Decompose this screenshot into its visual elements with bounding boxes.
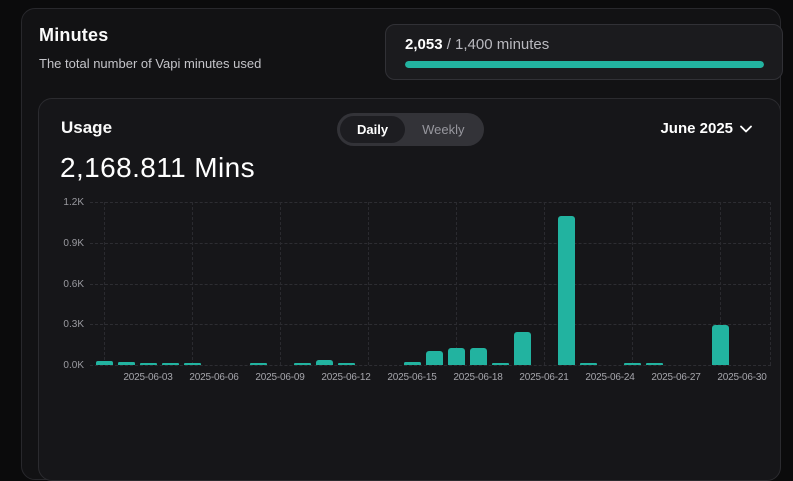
gridline-y-0.0K bbox=[90, 365, 771, 366]
y-axis-tick-label: 0.9K bbox=[63, 237, 84, 249]
gridline-y-0.6K bbox=[90, 283, 771, 285]
y-axis-tick-label: 1.2K bbox=[63, 197, 84, 208]
gridline-x bbox=[104, 202, 105, 365]
bar-2025-06-29[interactable] bbox=[711, 324, 729, 365]
toggle-daily-button[interactable]: Daily bbox=[340, 116, 406, 143]
bar-2025-06-16[interactable] bbox=[425, 350, 443, 365]
bar-2025-06-23[interactable] bbox=[579, 363, 597, 365]
minutes-title: Minutes bbox=[39, 25, 109, 45]
month-selector[interactable]: June 2025 bbox=[660, 120, 752, 137]
minutes-subtitle: The total number of Vapi minutes used bbox=[39, 56, 262, 71]
y-axis-tick-label: 0.6K bbox=[63, 278, 84, 290]
usage-total-value: 2,168.811 Mins bbox=[60, 152, 255, 183]
gridline-x bbox=[456, 202, 457, 365]
bar-2025-06-05[interactable] bbox=[183, 363, 201, 365]
plot-right-edge bbox=[770, 202, 771, 365]
toggle-weekly-button[interactable]: Weekly bbox=[405, 116, 481, 143]
x-axis-tick-label: 2025-06-03 bbox=[123, 372, 173, 383]
x-axis-tick-label: 2025-06-21 bbox=[519, 372, 569, 383]
quota-progress-bar bbox=[405, 61, 764, 68]
bar-2025-06-01[interactable] bbox=[95, 361, 113, 365]
x-axis-tick-label: 2025-06-15 bbox=[387, 372, 437, 383]
gridline-y-1.2K bbox=[90, 202, 771, 203]
minutes-card: Minutes The total number of Vapi minutes… bbox=[21, 8, 783, 481]
quota-used-value: 2,053 bbox=[405, 36, 443, 53]
x-axis-tick-label: 2025-06-30 bbox=[717, 372, 767, 383]
bar-2025-06-12[interactable] bbox=[337, 363, 355, 365]
bar-2025-06-15[interactable] bbox=[403, 362, 421, 365]
x-axis-tick-label: 2025-06-24 bbox=[585, 372, 635, 383]
bar-2025-06-03[interactable] bbox=[139, 362, 157, 365]
gridline-y-0.3K bbox=[90, 324, 771, 326]
x-axis-tick-label: 2025-06-12 bbox=[321, 372, 371, 383]
usage-bar-chart: 0.0K 0.3K 0.6K 0.9K 1.2K 2025-06-03 2025-06-06… bbox=[63, 197, 771, 383]
bar-2025-06-18[interactable] bbox=[469, 347, 487, 365]
chevron-down-icon bbox=[740, 125, 752, 133]
gridline-y-0.9K bbox=[90, 242, 771, 244]
bar-2025-06-17[interactable] bbox=[447, 347, 465, 365]
minutes-header: Minutes The total number of Vapi minutes… bbox=[39, 25, 261, 71]
bar-2025-06-25[interactable] bbox=[623, 363, 641, 365]
quota-text: 2,053 / 1,400 minutes bbox=[405, 36, 764, 53]
quota-progress-fill bbox=[405, 61, 764, 68]
x-axis-tick-label: 2025-06-27 bbox=[651, 372, 701, 383]
bar-2025-06-22[interactable] bbox=[557, 215, 575, 365]
gridline-x bbox=[544, 202, 545, 365]
bar-2025-06-10[interactable] bbox=[293, 363, 311, 365]
bar-2025-06-08[interactable] bbox=[249, 363, 267, 365]
bar-2025-06-19[interactable] bbox=[491, 363, 509, 365]
usage-card: Usage Daily Weekly June 2025 2,168.811 M… bbox=[38, 98, 781, 481]
y-axis-tick-label: 0.0K bbox=[63, 360, 84, 371]
bar-2025-06-11[interactable] bbox=[315, 359, 333, 365]
usage-title: Usage bbox=[61, 118, 113, 137]
bar-2025-06-02[interactable] bbox=[117, 362, 135, 365]
gridline-x bbox=[632, 202, 633, 365]
month-selector-label: June 2025 bbox=[660, 120, 733, 137]
gridline-x bbox=[720, 202, 721, 365]
x-axis-tick-label: 2025-06-18 bbox=[453, 372, 503, 383]
gridline-x bbox=[192, 202, 193, 365]
y-axis-tick-label: 0.3K bbox=[63, 319, 84, 331]
minutes-quota-card: 2,053 / 1,400 minutes bbox=[385, 24, 783, 80]
bar-2025-06-26[interactable] bbox=[645, 363, 663, 365]
interval-toggle: Daily Weekly bbox=[337, 113, 485, 146]
x-axis-tick-label: 2025-06-09 bbox=[255, 372, 305, 383]
x-axis-tick-label: 2025-06-06 bbox=[189, 372, 239, 383]
quota-limit-value: / 1,400 minutes bbox=[442, 36, 550, 53]
gridline-x bbox=[280, 202, 281, 365]
gridline-x bbox=[368, 202, 369, 365]
bar-2025-06-20[interactable] bbox=[513, 331, 531, 365]
bar-2025-06-04[interactable] bbox=[161, 363, 179, 365]
